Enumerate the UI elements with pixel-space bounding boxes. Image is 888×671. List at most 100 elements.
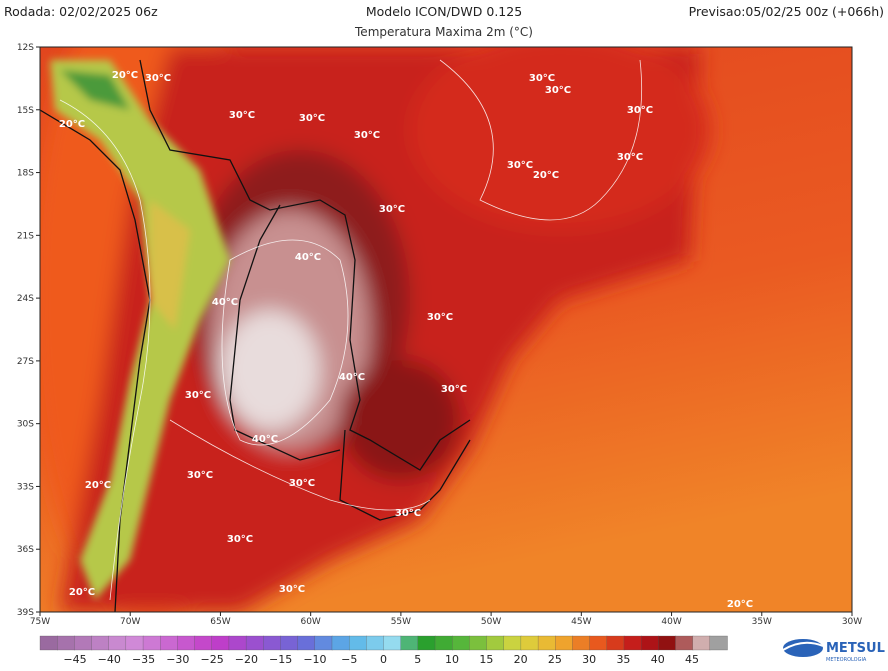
- colorbar-label: 20: [514, 653, 528, 666]
- colorbar-cell: [142, 635, 161, 651]
- contour-label: 30°C: [187, 470, 213, 481]
- contour-label: 20°C: [533, 170, 559, 181]
- colorbar-cell: [640, 635, 659, 651]
- colorbar-cell: [108, 635, 127, 651]
- contour-label: 20°C: [112, 70, 138, 81]
- logo-globe: [783, 639, 823, 657]
- colorbar-label: 35: [616, 653, 630, 666]
- colorbar-cell: [520, 635, 539, 651]
- colorbar-cell: [452, 635, 471, 651]
- contour-label: 30°C: [279, 584, 305, 595]
- contour-label: 20°C: [727, 599, 753, 610]
- contour-label: 30°C: [185, 390, 211, 401]
- contour-label: 30°C: [379, 204, 405, 215]
- contour-label: 40°C: [295, 252, 321, 263]
- colorbar-cell: [228, 635, 247, 651]
- colorbar-label: 5: [414, 653, 421, 666]
- colorbar-cell: [434, 635, 453, 651]
- colorbar-cell: [331, 635, 350, 651]
- colorbar-label: −15: [269, 653, 292, 666]
- colorbar-label: 30: [582, 653, 596, 666]
- colorbar-label: 0: [380, 653, 387, 666]
- lat-label: 21S: [17, 231, 34, 241]
- colorbar-cell: [555, 635, 574, 651]
- colorbar-cell: [606, 635, 625, 651]
- contour-label: 20°C: [85, 480, 111, 491]
- colorbar-cell: [57, 635, 75, 651]
- contour-label: 30°C: [627, 105, 653, 116]
- contour-label: 30°C: [289, 478, 315, 489]
- map: 20°C 30°C30°C 30°C30°C30°C30°C30°C30°C30°C…: [40, 47, 852, 612]
- lat-label: 27S: [17, 357, 34, 367]
- colorbar-label: −5: [341, 653, 357, 666]
- logo: METSUL METEOROLOGIA: [782, 639, 885, 663]
- contour-label: 30°C: [395, 508, 421, 519]
- contour-label: 40°C: [339, 372, 365, 383]
- colorbar-cell: [469, 635, 488, 651]
- colorbar-cell: [537, 635, 556, 651]
- lon-label: 35W: [752, 617, 772, 627]
- colorbar-label: 45: [685, 653, 699, 666]
- colorbar-cell: [74, 635, 93, 651]
- subtitle: Temperatura Maxima 2m (°C): [354, 25, 533, 39]
- contour-label: 30°C: [227, 534, 253, 545]
- colorbar-label: 40: [651, 653, 665, 666]
- lat-label: 12S: [17, 43, 34, 53]
- contour-label: 30°C: [617, 152, 643, 163]
- contour-label: 40°C: [212, 297, 238, 308]
- colorbar-cell: [211, 635, 230, 651]
- lon-label: 55W: [391, 617, 411, 627]
- contour-label: 30°C: [229, 110, 255, 121]
- contour-label: 20°C: [59, 119, 85, 130]
- colorbar-cell: [658, 635, 677, 651]
- lon-label: 75W: [30, 617, 50, 627]
- colorbar-label: −25: [201, 653, 224, 666]
- lat-label: 36S: [17, 545, 34, 555]
- colorbar-label: −20: [235, 653, 258, 666]
- colorbar-cell: [400, 635, 419, 651]
- lat-label: 24S: [17, 294, 34, 304]
- contour-label: 40°C: [252, 434, 278, 445]
- lon-label: 45W: [571, 617, 591, 627]
- lat-label: 15S: [17, 106, 34, 116]
- colorbar-cell: [572, 635, 591, 651]
- lon-label: 40W: [661, 617, 681, 627]
- contour-labels: 20°C 30°C30°C 30°C30°C30°C30°C30°C30°C30°C…: [59, 70, 753, 610]
- contour-label: 30°C: [545, 85, 571, 96]
- colorbar-cell: [263, 635, 282, 651]
- lon-label: 60W: [300, 617, 320, 627]
- colorbar-cell: [125, 635, 144, 651]
- run-label: Rodada: 02/02/2025 06z: [4, 4, 158, 19]
- contour-label: 30°C: [507, 160, 533, 171]
- logo-tagline: METEOROLOGIA: [826, 657, 867, 663]
- colorbar-cell: [503, 635, 522, 651]
- colorbar-cell: [280, 635, 299, 651]
- colorbar-cell: [245, 635, 264, 651]
- colorbar-label: −30: [166, 653, 189, 666]
- lon-label: 30W: [842, 617, 862, 627]
- contour-label: 30°C: [354, 130, 380, 141]
- colorbar-cell: [160, 635, 179, 651]
- map-frame: [39, 46, 853, 613]
- lat-label: 33S: [17, 482, 34, 492]
- lon-label: 50W: [481, 617, 501, 627]
- forecast-label: Previsao:05/02/25 00z (+066h): [689, 4, 884, 19]
- contours: [59, 59, 643, 601]
- colorbar-cell: [39, 635, 58, 651]
- lat-label: 18S: [17, 169, 34, 179]
- colorbar-label: −40: [98, 653, 121, 666]
- colorbar-cell: [366, 635, 385, 651]
- colorbar-cell: [589, 635, 608, 651]
- lat-label: 39S: [17, 608, 34, 618]
- logo-name: METSUL: [826, 641, 885, 656]
- lon-label: 65W: [210, 617, 230, 627]
- colorbar-cell: [417, 635, 436, 651]
- contour-label: 30°C: [441, 384, 467, 395]
- colorbar-label: 15: [479, 653, 493, 666]
- colorbar-cell: [177, 635, 196, 651]
- colorbar-label: 10: [445, 653, 459, 666]
- colorbar-label: 25: [548, 653, 562, 666]
- colorbar-cell: [709, 635, 728, 651]
- colorbar-cell: [623, 635, 642, 651]
